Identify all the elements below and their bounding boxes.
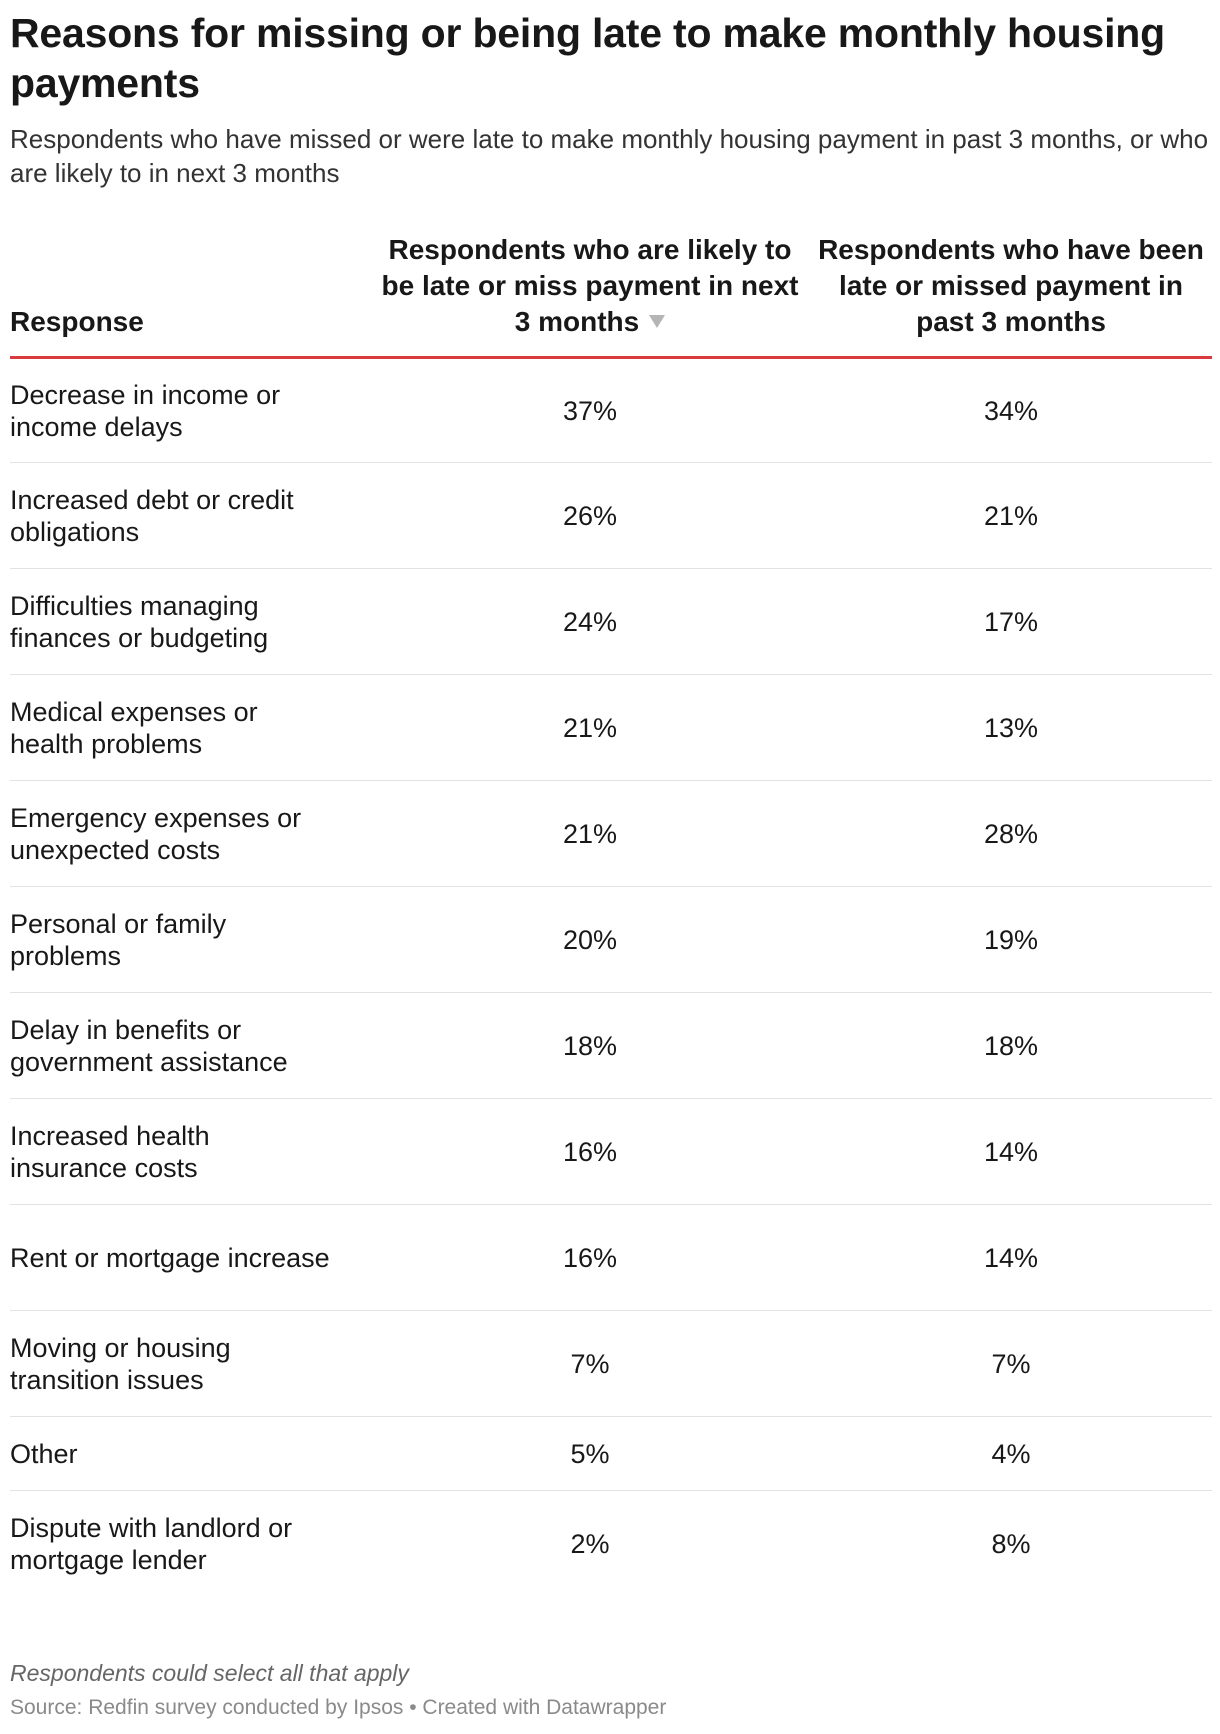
table-body: Decrease in income or income delays 37% 34… <box>10 357 1212 1597</box>
cell-next-3-months: 16% <box>370 1204 810 1311</box>
table-row: Other 5% 4% <box>10 1416 1212 1491</box>
chart-title: Reasons for missing or being late to mak… <box>10 10 1165 106</box>
cell-next-3-months: 20% <box>370 886 810 993</box>
cell-response: Personal or family problems <box>10 886 370 993</box>
cell-next-3-months: 18% <box>370 992 810 1099</box>
cell-past-3-months: 21% <box>810 462 1212 569</box>
table-row: Personal or family problems 20% 19% <box>10 886 1212 993</box>
data-table: Response Respondents who are likely to b… <box>10 232 1212 1597</box>
cell-response: Delay in benefits or government assistan… <box>10 992 370 1099</box>
table-row: Rent or mortgage increase 16% 14% <box>10 1204 1212 1311</box>
cell-response: Moving or housing transition issues <box>10 1310 370 1417</box>
cell-next-3-months: 21% <box>370 780 810 887</box>
column-header-label: Response <box>10 306 144 337</box>
table-row: Dispute with landlord or mortgage lender… <box>10 1491 1212 1597</box>
table-row: Decrease in income or income delays 37% 34… <box>10 357 1212 463</box>
table-row: Medical expenses or health problems 21% 13… <box>10 674 1212 781</box>
cell-past-3-months: 7% <box>810 1310 1212 1417</box>
column-header-response[interactable]: Response <box>10 232 370 359</box>
column-header-past-3-months[interactable]: Respondents who have been late or missed… <box>810 232 1212 359</box>
table-row: Increased debt or credit obligations 26% 2… <box>10 462 1212 569</box>
cell-response: Other <box>10 1416 370 1491</box>
cell-past-3-months: 17% <box>810 568 1212 675</box>
cell-response: Emergency expenses or unexpected costs <box>10 780 370 887</box>
table-row: Increased health insurance costs 16% 14% <box>10 1098 1212 1205</box>
chart-container: Reasons for missing or being late to mak… <box>10 8 1212 1597</box>
cell-next-3-months: 37% <box>370 357 810 463</box>
cell-next-3-months: 16% <box>370 1098 810 1205</box>
chart-footer: Respondents could select all that apply … <box>10 1658 1212 1722</box>
cell-next-3-months: 26% <box>370 462 810 569</box>
cell-next-3-months: 2% <box>570 1528 610 1559</box>
chart-source: Source: Redfin survey conducted by Ipsos… <box>10 1696 667 1719</box>
table-row: Difficulties managing finances or budget… <box>10 568 1212 675</box>
cell-past-3-months: 28% <box>810 780 1212 887</box>
cell-next-3-months: 5% <box>370 1416 810 1491</box>
column-header-label: Respondents who are likely to be late or… <box>381 234 799 337</box>
cell-past-3-months: 14% <box>810 1204 1212 1311</box>
cell-past-3-months: 18% <box>810 992 1212 1099</box>
cell-past-3-months: 14% <box>810 1098 1212 1205</box>
cell-response: Medical expenses or health problems <box>10 674 370 781</box>
table-row: Delay in benefits or government assistan… <box>10 992 1212 1099</box>
chart-subtitle: Respondents who have missed or were late… <box>10 124 1209 188</box>
chart-note: Respondents could select all that apply <box>10 1660 409 1686</box>
cell-response: Increased debt or credit obligations <box>10 462 370 569</box>
sort-descending-icon[interactable] <box>649 315 666 329</box>
cell-past-3-months: 34% <box>810 357 1212 463</box>
column-header-label: Respondents who have been late or missed… <box>818 234 1204 337</box>
cell-next-3-months: 21% <box>370 674 810 781</box>
cell-response: Dispute with landlord or mortgage lender <box>10 1512 293 1575</box>
cell-response: Increased health insurance costs <box>10 1098 370 1205</box>
cell-past-3-months: 13% <box>810 674 1212 781</box>
table-row: Moving or housing transition issues 7% 7% <box>10 1310 1212 1417</box>
cell-past-3-months: 19% <box>810 886 1212 993</box>
cell-response: Rent or mortgage increase <box>10 1204 370 1311</box>
cell-next-3-months: 7% <box>370 1310 810 1417</box>
table-header-row: Response Respondents who are likely to b… <box>10 232 1212 359</box>
cell-past-3-months: 4% <box>810 1416 1212 1491</box>
cell-next-3-months: 24% <box>370 568 810 675</box>
table-row: Emergency expenses or unexpected costs 21… <box>10 780 1212 887</box>
cell-response: Difficulties managing finances or budget… <box>10 568 370 675</box>
column-header-next-3-months[interactable]: Respondents who are likely to be late or… <box>370 232 810 359</box>
cell-past-3-months: 8% <box>991 1528 1031 1559</box>
cell-response: Decrease in income or income delays <box>10 357 370 463</box>
